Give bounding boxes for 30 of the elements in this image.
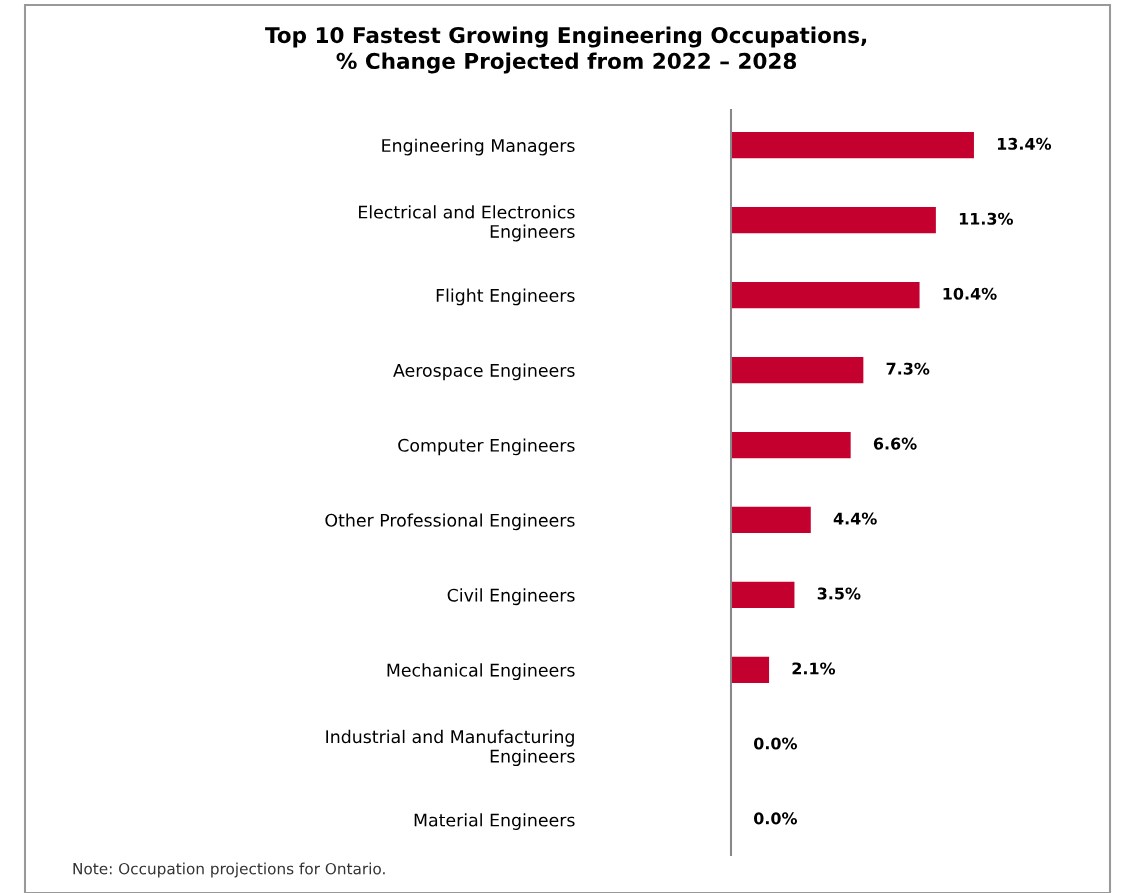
bar bbox=[731, 356, 864, 384]
y-tick-label: Mechanical Engineers bbox=[387, 663, 575, 681]
data-label: 7.3% bbox=[886, 362, 930, 375]
text: Note: Occupation projections for Ontario. bbox=[73, 862, 385, 878]
y-tick-label: Material Engineers bbox=[414, 813, 575, 830]
data-label: 13.4% bbox=[997, 137, 1052, 150]
bar bbox=[731, 506, 811, 534]
bar bbox=[731, 431, 851, 459]
y-tick-label: Computer Engineers bbox=[398, 438, 575, 456]
bar bbox=[731, 207, 936, 234]
y-tick-label: Aerospace Engineers bbox=[393, 363, 575, 381]
bar bbox=[731, 581, 795, 609]
data-label: 10.4% bbox=[943, 287, 997, 300]
y-tick-label: Electrical and Electronics Engineers bbox=[359, 205, 575, 242]
y-tick-label: Engineering Managers bbox=[382, 138, 575, 156]
data-label: 0.0% bbox=[753, 737, 798, 750]
data-label: 6.6% bbox=[873, 437, 917, 450]
y-tick-label: Civil Engineers bbox=[447, 588, 575, 606]
data-label: 11.3% bbox=[959, 212, 1013, 225]
chart-title: Top 10 Fastest Growing Engineering Occupations, % Change Projected from 2022 – 2028 bbox=[265, 26, 867, 74]
y-tick-label: Industrial and Manufacturing Engineers bbox=[326, 729, 575, 767]
bar bbox=[731, 282, 920, 309]
bar bbox=[731, 132, 974, 159]
y-tick-label: Other Professional Engineers bbox=[325, 513, 575, 531]
data-label: 0.0% bbox=[753, 812, 798, 825]
data-label: 4.4% bbox=[833, 512, 877, 525]
data-label: 2.1% bbox=[792, 662, 836, 675]
data-label: 3.5% bbox=[817, 587, 861, 600]
y-tick-label: Flight Engineers bbox=[436, 288, 575, 306]
bar bbox=[731, 656, 770, 683]
